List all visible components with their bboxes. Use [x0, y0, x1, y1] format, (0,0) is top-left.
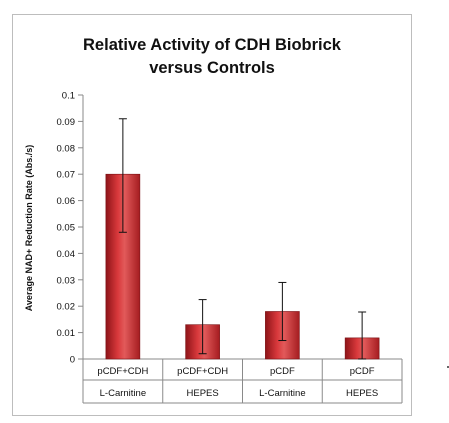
y-tick-label: 0.09	[57, 117, 76, 128]
x-category-label: pCDF	[270, 366, 295, 377]
x-category-sublabel: L-Carnitine	[100, 388, 146, 399]
y-tick-label: 0.1	[62, 91, 75, 102]
x-category-label: pCDF	[350, 366, 375, 377]
bars	[105, 173, 380, 360]
y-tick-label: 0.07	[57, 170, 76, 181]
x-category-label: pCDF+CDH	[177, 366, 228, 377]
axis-labels: 0 0.01 0.02 0.03 0.04 0.05 0.06 0.07 0.08 0.09 0.1…	[57, 91, 379, 400]
stray-mark	[447, 366, 449, 368]
chart-title: Relative Activity of CDH Biobrick versus…	[83, 36, 341, 77]
y-tick-label: 0.03	[57, 275, 76, 286]
y-tick-label: 0.02	[57, 302, 76, 313]
y-tick-label: 0.05	[57, 223, 76, 234]
y-tick-label: 0.01	[57, 328, 76, 339]
x-category-sublabel: HEPES	[187, 388, 219, 399]
error-bars	[118, 118, 367, 360]
y-tick-label: 0.08	[57, 143, 76, 154]
y-tick-label: 0	[70, 355, 75, 366]
y-tick-label: 0.06	[57, 196, 76, 207]
x-category-sublabel: HEPES	[346, 388, 378, 399]
x-category-sublabel: L-Carnitine	[259, 388, 305, 399]
x-category-label: pCDF+CDH	[97, 366, 148, 377]
y-tick-label: 0.04	[57, 249, 76, 260]
